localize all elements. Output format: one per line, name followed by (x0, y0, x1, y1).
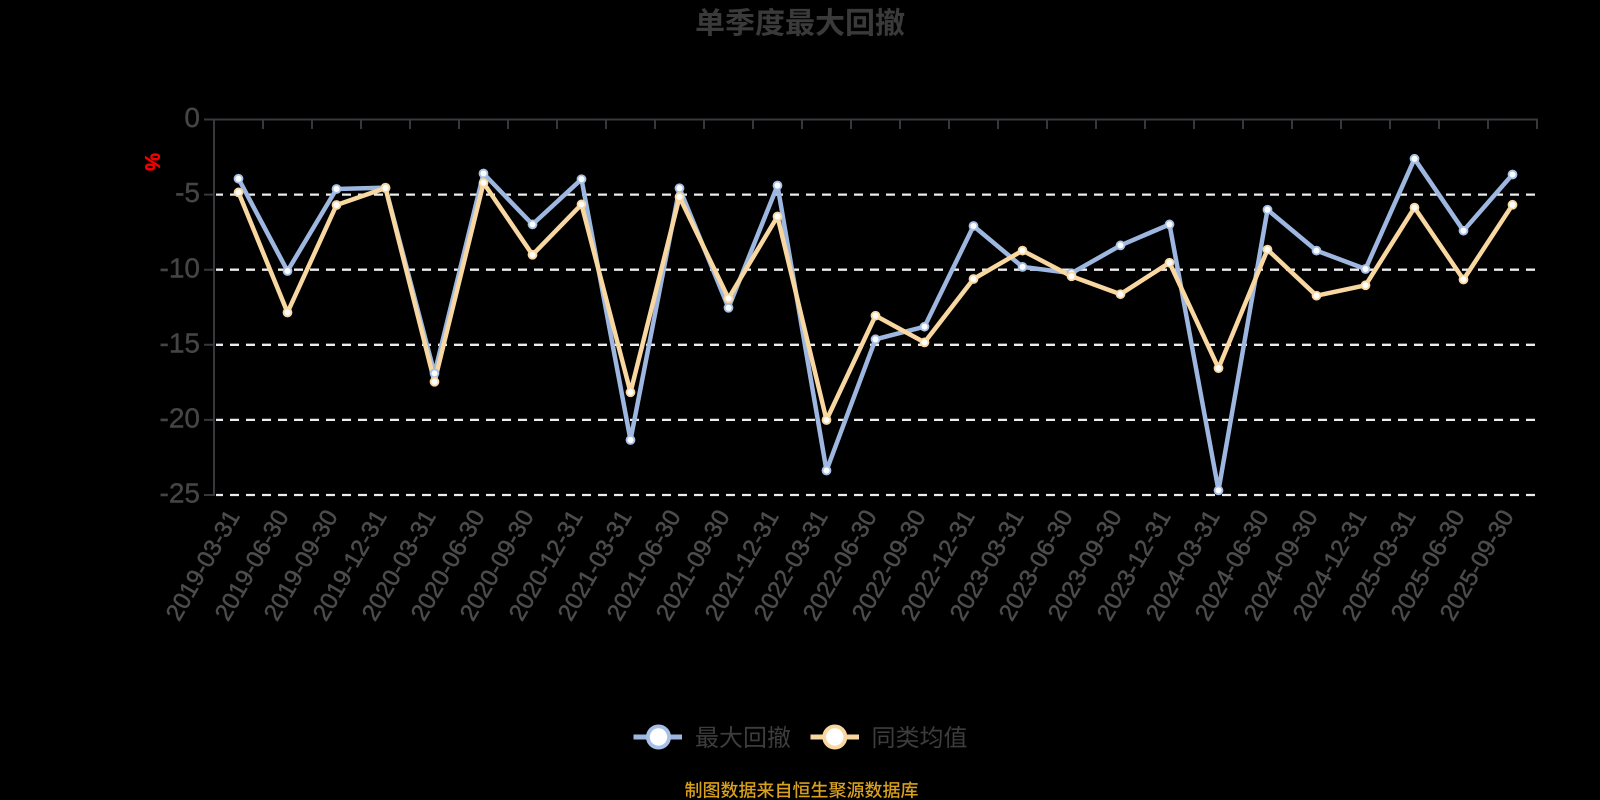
svg-text:0: 0 (184, 102, 200, 133)
svg-text:-10: -10 (160, 252, 200, 283)
svg-text:-15: -15 (160, 327, 200, 358)
svg-text:-25: -25 (160, 478, 200, 509)
svg-text:%: % (141, 153, 163, 171)
svg-text:-5: -5 (175, 177, 200, 208)
svg-text:-20: -20 (160, 403, 200, 434)
